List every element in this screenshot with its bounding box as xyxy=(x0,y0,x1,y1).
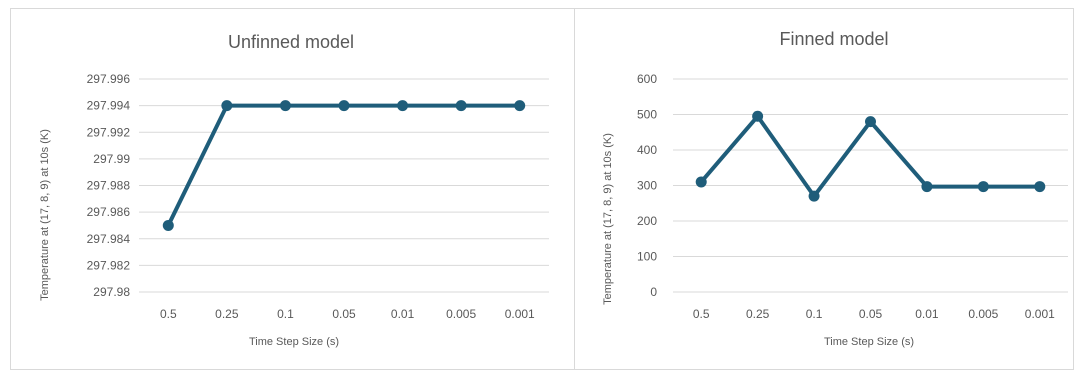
x-axis-title: Time Step Size (s) xyxy=(249,336,339,348)
y-tick-label: 297.984 xyxy=(87,232,131,246)
x-tick-label: 0.5 xyxy=(160,307,177,321)
x-tick-label: 0.005 xyxy=(446,307,476,321)
x-tick-label: 0.005 xyxy=(968,307,998,321)
chart-title: Finned model xyxy=(779,29,888,49)
y-tick-label: 297.98 xyxy=(93,285,130,299)
x-tick-label: 0.1 xyxy=(806,307,823,321)
x-tick-label: 0.001 xyxy=(1025,307,1055,321)
chart-unfinned-panel: Unfinned model 297.98 297.982 297.984 297.9… xyxy=(10,8,575,370)
x-tick-label: 0.5 xyxy=(693,307,710,321)
x-tick-label: 0.25 xyxy=(215,307,239,321)
x-tick-label: 0.1 xyxy=(277,307,294,321)
y-tick-label: 297.986 xyxy=(87,205,131,219)
y-tick-label: 297.996 xyxy=(87,72,131,86)
chart-title: Unfinned model xyxy=(228,32,354,52)
y-axis-title: Temperature at (17, 8, 9) at 10s (K) xyxy=(602,133,614,305)
y-tick-label: 0 xyxy=(650,285,657,299)
y-tick-label: 100 xyxy=(637,250,657,264)
chart-finned: Finned model 0 100 200 300 400 500 600 0.5 0.25… xyxy=(602,29,1068,348)
data-point xyxy=(695,176,707,188)
data-point xyxy=(279,100,291,112)
x-axis-title: Time Step Size (s) xyxy=(824,336,914,348)
x-tick-label: 0.01 xyxy=(915,307,939,321)
y-tick-label: 297.988 xyxy=(87,179,131,193)
y-tick-label: 297.982 xyxy=(87,258,131,272)
chart-unfinned: Unfinned model 297.98 297.982 297.984 297.9… xyxy=(39,32,549,348)
data-point xyxy=(752,110,764,122)
series-line xyxy=(166,103,522,228)
data-point xyxy=(455,100,467,112)
chart-finned-panel: Finned model 0 100 200 300 400 500 600 0.5 0.25… xyxy=(574,8,1074,370)
y-tick-label: 297.992 xyxy=(87,125,131,139)
x-tick-label: 0.25 xyxy=(746,307,770,321)
y-tick-label: 297.994 xyxy=(87,99,131,113)
data-point xyxy=(977,181,989,193)
x-tick-label: 0.001 xyxy=(505,307,535,321)
data-point xyxy=(338,100,350,112)
data-point xyxy=(397,100,409,112)
data-point xyxy=(162,219,174,231)
y-tick-label: 400 xyxy=(637,143,657,157)
x-tick-label: 0.01 xyxy=(391,307,415,321)
y-tick-label: 600 xyxy=(637,72,657,86)
x-tick-label: 0.05 xyxy=(332,307,356,321)
y-tick-label: 200 xyxy=(637,214,657,228)
y-tick-label: 500 xyxy=(637,108,657,122)
data-point xyxy=(808,190,820,202)
data-point xyxy=(865,116,876,128)
data-point xyxy=(1034,181,1046,193)
data-point xyxy=(514,100,526,112)
y-tick-label: 300 xyxy=(637,179,657,193)
data-point xyxy=(221,100,233,112)
data-point xyxy=(921,181,933,193)
y-axis-title: Temperature at (17, 8, 9) at 10s (K) xyxy=(39,129,51,301)
x-tick-label: 0.05 xyxy=(859,307,883,321)
y-tick-label: 297.99 xyxy=(93,152,130,166)
series-line xyxy=(699,114,1042,199)
